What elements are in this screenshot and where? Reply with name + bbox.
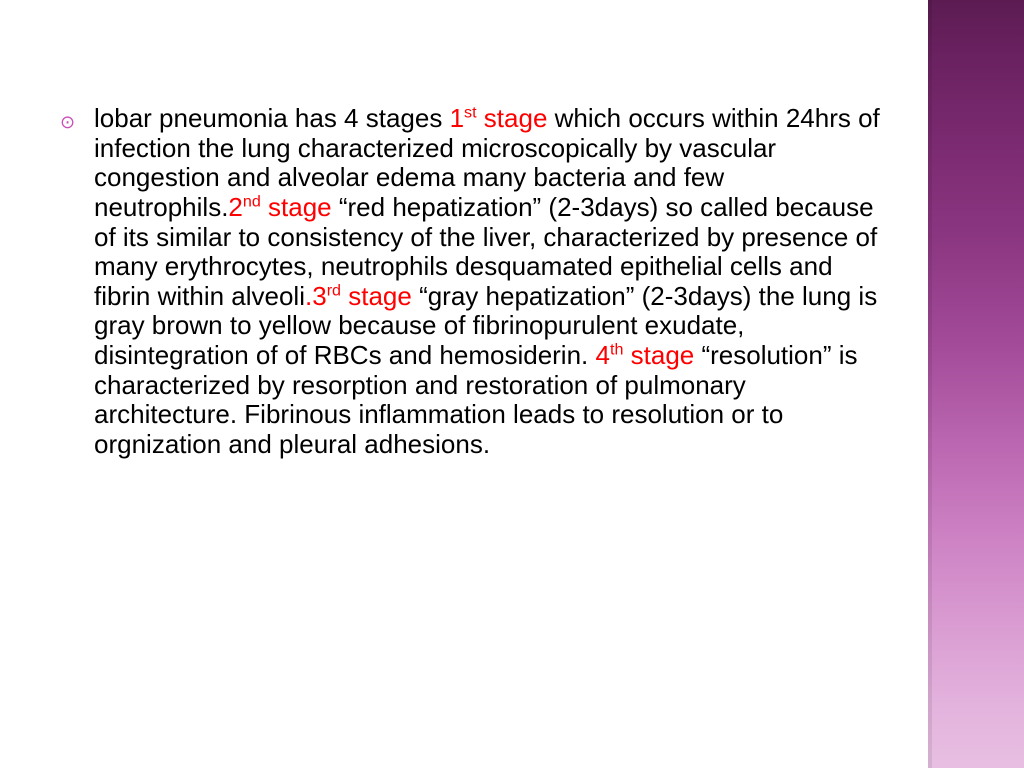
stage-3-num: 3 [312,281,326,311]
stage-4-num: 4 [596,340,610,370]
stage-2-word: stage [261,192,332,222]
stage-1-num: 1 [450,103,464,133]
side-gradient-decoration [928,0,1024,768]
stage-4-label: 4th stage [596,340,695,370]
slide-content: ⊙ lobar pneumonia has 4 stages 1st stage… [60,104,890,460]
stage-3-ord: rd [327,281,341,299]
stage-2-num: 2 [228,192,242,222]
stage-1-ord: st [464,103,477,121]
bullet-item: ⊙ lobar pneumonia has 4 stages 1st stage… [60,104,890,460]
body-text: lobar pneumonia has 4 stages 1st stage w… [94,104,890,460]
text-segment: lobar pneumonia has 4 stages [94,103,450,133]
stage-3-label: .3rd stage [305,281,412,311]
stage-1-word: stage [477,103,548,133]
stage-1-label: 1st stage [450,103,548,133]
stage-4-word: stage [623,340,694,370]
stage-3-word: stage [341,281,412,311]
bullet-icon: ⊙ [60,104,94,138]
stage-2-ord: nd [243,192,261,210]
slide: ⊙ lobar pneumonia has 4 stages 1st stage… [0,0,1024,768]
stage-2-label: 2nd stage [228,192,331,222]
stage-4-ord: th [610,340,623,358]
